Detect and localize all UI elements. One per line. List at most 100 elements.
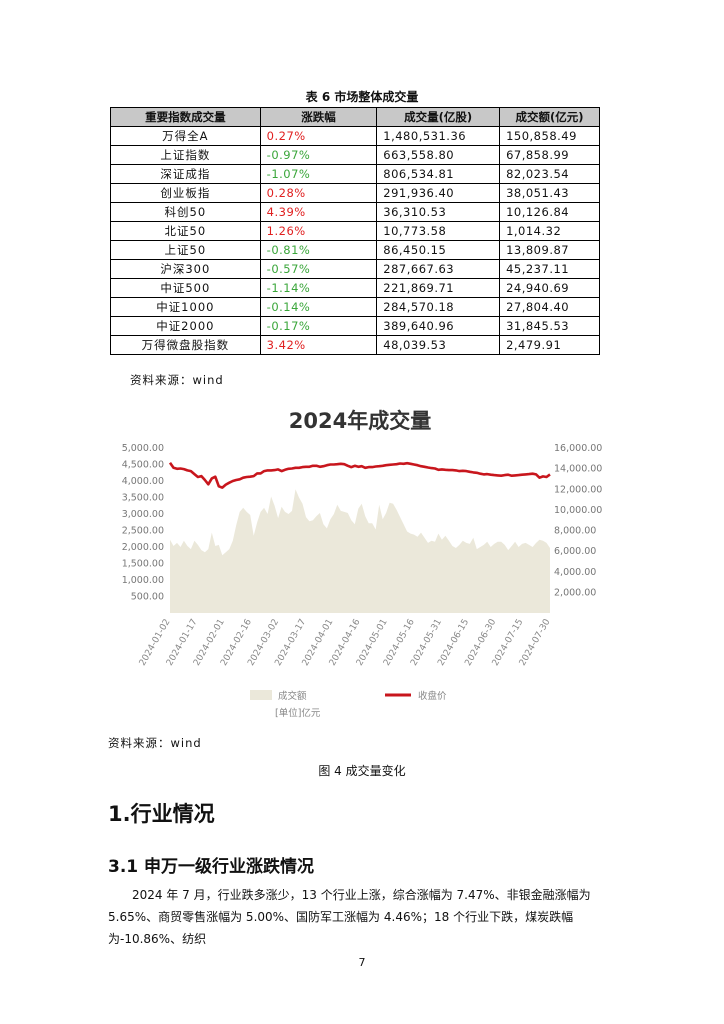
amount-cell: 67,858.99: [499, 145, 600, 165]
volume-cell: 36,310.53: [376, 202, 501, 222]
amount-cell: 10,126.84: [499, 202, 600, 222]
volume-chart-svg: 2024年成交量 500.00 1,000.00 1,500.00 2,000.00 2,…: [122, 409, 603, 719]
y-left-tick-label: 4,500.00: [122, 460, 164, 471]
chart-source: 资料来源：wind: [108, 736, 202, 750]
amount-cell: 45,237.11: [499, 259, 600, 279]
table-row: 中证500 -1.14% 221,869.71 24,940.69: [110, 278, 600, 298]
y-left-tick-label: 500.00: [131, 592, 164, 603]
market-volume-table: 重要指数成交量 涨跌幅 成交量(亿股) 成交额(亿元) 万得全A 0.27% 1,4…: [110, 107, 600, 355]
index-name-cell: 上证50: [110, 240, 261, 260]
amount-cell: 1,014.32: [499, 221, 600, 241]
section-heading: 1.行业情况: [108, 802, 215, 826]
change-cell: -0.81%: [259, 240, 378, 260]
table-row: 中证2000 -0.17% 389,640.96 31,845.53: [110, 316, 600, 336]
y-right-tick-label: 10,000.00: [554, 505, 602, 516]
change-cell: 1.26%: [259, 221, 378, 241]
header-index: 重要指数成交量: [110, 107, 261, 127]
index-name-cell: 上证指数: [110, 145, 261, 165]
index-name-cell: 北证50: [110, 221, 261, 241]
table-row: 创业板指 0.28% 291,936.40 38,051.43: [110, 183, 600, 203]
y-left-tick-label: 1,500.00: [122, 559, 164, 570]
volume-cell: 284,570.18: [376, 297, 501, 317]
y-right-tick-label: 14,000.00: [554, 464, 602, 475]
amount-cell: 2,479.91: [499, 335, 600, 355]
change-cell: 0.28%: [259, 183, 378, 203]
change-cell: 3.42%: [259, 335, 378, 355]
change-cell: 0.27%: [259, 126, 378, 146]
legend-label-turnover: 成交额: [278, 690, 307, 702]
volume-chart: 2024年成交量 500.00 1,000.00 1,500.00 2,000.00 2,…: [100, 398, 620, 723]
table-row: 科创50 4.39% 36,310.53 10,126.84: [110, 202, 600, 222]
index-name-cell: 万得全A: [110, 126, 261, 146]
amount-cell: 24,940.69: [499, 278, 600, 298]
index-name-cell: 深证成指: [110, 164, 261, 184]
table-row: 中证1000 -0.14% 284,570.18 27,804.40: [110, 297, 600, 317]
amount-cell: 13,809.87: [499, 240, 600, 260]
series-close-line: [168, 461, 551, 489]
index-name-cell: 沪深300: [110, 259, 261, 279]
index-name-cell: 科创50: [110, 202, 261, 222]
body-paragraph: 2024 年 7 月，行业跌多涨少，13 个行业上涨，综合涨幅为 7.47%、非…: [108, 888, 591, 946]
change-cell: 4.39%: [259, 202, 378, 222]
table-row: 上证50 -0.81% 86,450.15 13,809.87: [110, 240, 600, 260]
series-turnover-area: [170, 489, 550, 613]
legend-swatch-turnover: [250, 690, 272, 700]
y-left-tick-label: 4,000.00: [122, 476, 164, 487]
y-right-tick-label: 16,000.00: [554, 443, 602, 454]
chart-title: 2024年成交量: [289, 409, 431, 433]
y-left-tick-label: 2,500.00: [122, 526, 164, 537]
table-header-row: 重要指数成交量 涨跌幅 成交量(亿股) 成交额(亿元): [110, 107, 600, 127]
amount-cell: 150,858.49: [499, 126, 600, 146]
legend-unit-label: [单位]亿元: [275, 707, 321, 719]
volume-cell: 10,773.58: [376, 221, 501, 241]
legend-label-close: 收盘价: [418, 690, 447, 702]
volume-cell: 48,039.53: [376, 335, 501, 355]
y-left-tick-label: 3,000.00: [122, 509, 164, 520]
change-cell: -0.97%: [259, 145, 378, 165]
volume-cell: 389,640.96: [376, 316, 501, 336]
y-right-tick-label: 2,000.00: [554, 587, 596, 598]
change-cell: -0.57%: [259, 259, 378, 279]
header-amount: 成交额(亿元): [499, 107, 600, 127]
table-row: 万得全A 0.27% 1,480,531.36 150,858.49: [110, 126, 600, 146]
index-name-cell: 万得微盘股指数: [110, 335, 261, 355]
volume-cell: 291,936.40: [376, 183, 501, 203]
figure-caption: 图 4 成交量变化: [318, 764, 406, 778]
amount-cell: 31,845.53: [499, 316, 600, 336]
table-caption: 表 6 市场整体成交量: [305, 90, 419, 104]
index-name-cell: 中证2000: [110, 316, 261, 336]
change-cell: -1.14%: [259, 278, 378, 298]
y-left-tick-label: 1,000.00: [122, 575, 164, 586]
index-name-cell: 创业板指: [110, 183, 261, 203]
y-left-tick-label: 2,000.00: [122, 542, 164, 553]
amount-cell: 82,023.54: [499, 164, 600, 184]
y-right-tick-label: 8,000.00: [554, 526, 596, 537]
y-left-tick-label: 3,500.00: [122, 493, 164, 504]
index-name-cell: 中证1000: [110, 297, 261, 317]
volume-cell: 86,450.15: [376, 240, 501, 260]
index-name-cell: 中证500: [110, 278, 261, 298]
table-row: 上证指数 -0.97% 663,558.80 67,858.99: [110, 145, 600, 165]
table-source: 资料来源：wind: [130, 373, 224, 387]
page-number: 7: [358, 956, 366, 969]
volume-cell: 806,534.81: [376, 164, 501, 184]
y-right-tick-label: 6,000.00: [554, 546, 596, 557]
header-volume: 成交量(亿股): [376, 107, 501, 127]
table-row: 万得微盘股指数 3.42% 48,039.53 2,479.91: [110, 335, 600, 355]
y-right-tick-label: 4,000.00: [554, 567, 596, 578]
volume-cell: 663,558.80: [376, 145, 501, 165]
amount-cell: 38,051.43: [499, 183, 600, 203]
subsection-heading: 3.1 申万一级行业涨跌情况: [108, 857, 315, 877]
header-change: 涨跌幅: [259, 107, 378, 127]
change-cell: -1.07%: [259, 164, 378, 184]
amount-cell: 27,804.40: [499, 297, 600, 317]
table-row: 沪深300 -0.57% 287,667.63 45,237.11: [110, 259, 600, 279]
table-row: 北证50 1.26% 10,773.58 1,014.32: [110, 221, 600, 241]
y-left-tick-label: 5,000.00: [122, 443, 164, 454]
volume-cell: 221,869.71: [376, 278, 501, 298]
change-cell: -0.14%: [259, 297, 378, 317]
table-row: 深证成指 -1.07% 806,534.81 82,023.54: [110, 164, 600, 184]
change-cell: -0.17%: [259, 316, 378, 336]
volume-cell: 287,667.63: [376, 259, 501, 279]
